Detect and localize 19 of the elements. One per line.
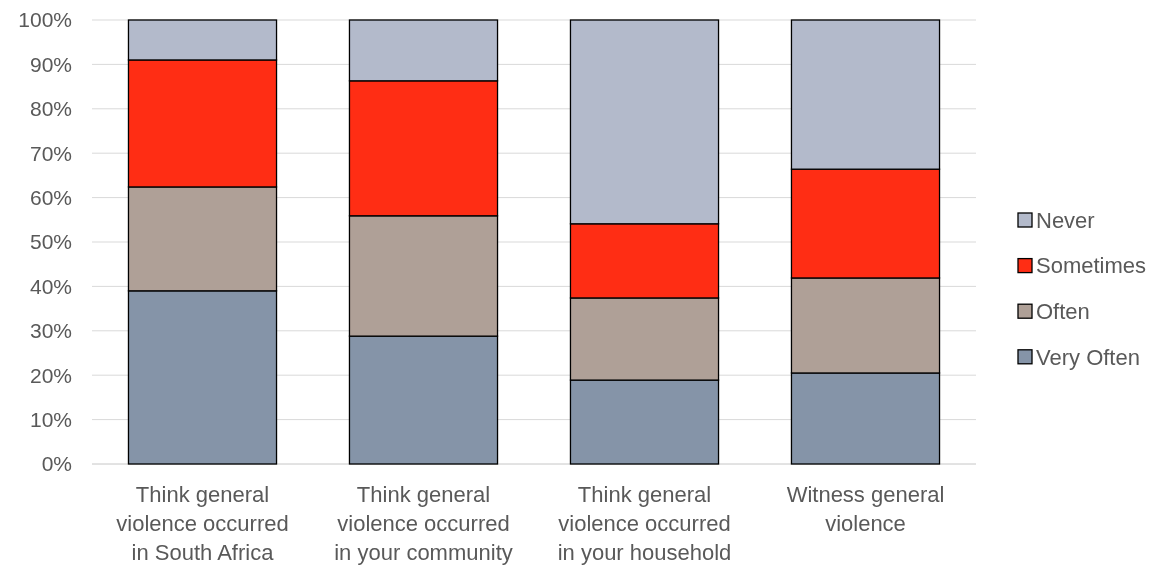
y-tick-label: 20% (29, 363, 72, 387)
y-tick-label: 70% (29, 141, 72, 165)
y-tick-label: 60% (29, 185, 72, 209)
y-tick-label: 10% (29, 407, 72, 431)
y-tick-label: 100% (18, 8, 72, 32)
y-tick-label: 80% (29, 97, 72, 121)
legend-label: Never (1036, 207, 1095, 233)
x-tick-label: Think general violence occurred in your community (334, 482, 513, 565)
legend-label: Often (1036, 298, 1090, 324)
y-tick-label: 50% (29, 230, 72, 254)
legend-label: Sometimes (1036, 253, 1147, 279)
x-tick-label: Think general violence occurred in your household (557, 482, 732, 565)
y-tick-label: 90% (29, 52, 72, 76)
legend-label: Very Often (1036, 344, 1140, 370)
x-tick-label: Think general violence occurred in South Africa (116, 482, 289, 565)
y-tick-label: 0% (41, 452, 72, 476)
y-tick-label: 30% (29, 319, 72, 343)
x-tick-label: Witness general violence (786, 482, 945, 536)
y-tick-label: 40% (29, 274, 72, 298)
